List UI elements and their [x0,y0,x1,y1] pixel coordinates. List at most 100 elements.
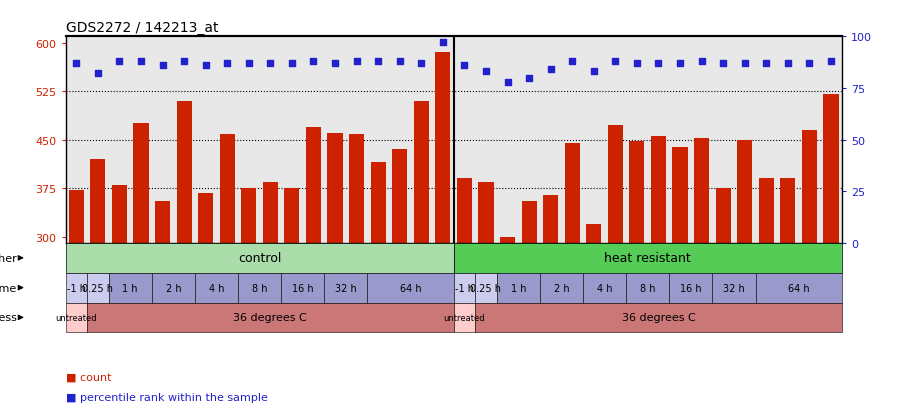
Bar [152,273,195,303]
Text: 16 h: 16 h [292,283,314,293]
Bar [198,193,213,413]
Bar [500,237,515,413]
Point [781,61,795,67]
Point [608,59,622,65]
Bar [453,273,475,303]
Text: ■ count: ■ count [66,372,111,382]
Bar [457,179,472,413]
Text: 2 h: 2 h [553,283,570,293]
Bar [370,163,386,413]
Text: 64 h: 64 h [788,283,809,293]
Text: time: time [0,283,17,293]
Bar [475,273,497,303]
Text: 2 h: 2 h [166,283,181,293]
Bar [824,95,838,413]
Bar [435,53,450,413]
Bar [195,273,238,303]
Text: ■ percentile rank within the sample: ■ percentile rank within the sample [66,392,268,402]
Point [414,61,429,67]
Bar [475,303,842,332]
Bar [715,189,731,413]
Point [306,59,320,65]
Bar [453,303,475,332]
Bar [241,189,257,413]
Bar [694,138,709,413]
Bar [66,303,87,332]
Point [694,59,709,65]
Bar [368,273,453,303]
Point [156,63,170,69]
Bar [759,179,774,413]
Point [824,59,838,65]
Bar [672,148,688,413]
Bar [328,134,342,413]
Bar [453,243,842,273]
Bar [69,190,84,413]
Text: untreated: untreated [56,313,97,322]
Point [112,59,126,65]
Point [436,40,450,47]
Bar [479,182,493,413]
Bar [238,273,281,303]
Text: other: other [0,253,17,263]
Bar [112,185,127,413]
Bar [87,273,108,303]
Point [457,63,471,69]
Point [543,67,558,74]
Text: 32 h: 32 h [723,283,744,293]
Bar [583,273,626,303]
Point [501,79,515,86]
Point [392,59,407,65]
Point [241,61,256,67]
Bar [608,126,623,413]
Text: 64 h: 64 h [399,283,421,293]
Text: 4 h: 4 h [597,283,612,293]
Point [759,61,774,67]
Point [134,59,148,65]
Point [328,61,342,67]
Point [652,61,666,67]
Text: GDS2272 / 142213_at: GDS2272 / 142213_at [66,21,218,35]
Bar [108,273,152,303]
Point [802,61,816,67]
Text: stress: stress [0,313,17,323]
Point [630,61,644,67]
Point [371,59,386,65]
Text: 16 h: 16 h [680,283,702,293]
Text: -1 h: -1 h [66,283,86,293]
Bar [177,102,192,413]
Bar [669,273,713,303]
Point [198,63,213,69]
Bar [586,224,602,413]
Point [565,59,580,65]
Bar [66,243,453,273]
Bar [324,273,368,303]
Point [220,61,235,67]
Point [587,69,602,76]
Point [263,61,278,67]
Bar [497,273,540,303]
Text: 1 h: 1 h [511,283,526,293]
Point [479,69,493,76]
Point [91,71,106,78]
Bar [284,189,299,413]
Bar [90,159,106,413]
Bar [755,273,842,303]
Text: 8 h: 8 h [640,283,655,293]
Text: 8 h: 8 h [252,283,268,293]
Bar [392,150,408,413]
Bar [66,273,87,303]
Text: untreated: untreated [443,313,485,322]
Text: control: control [238,252,281,265]
Bar [521,202,537,413]
Bar [281,273,324,303]
Bar [414,102,429,413]
Point [69,61,84,67]
Text: 1 h: 1 h [123,283,138,293]
Bar [219,135,235,413]
Bar [543,195,558,413]
Bar [630,142,644,413]
Bar [349,135,364,413]
Bar [780,179,795,413]
Text: 0.25 h: 0.25 h [470,283,501,293]
